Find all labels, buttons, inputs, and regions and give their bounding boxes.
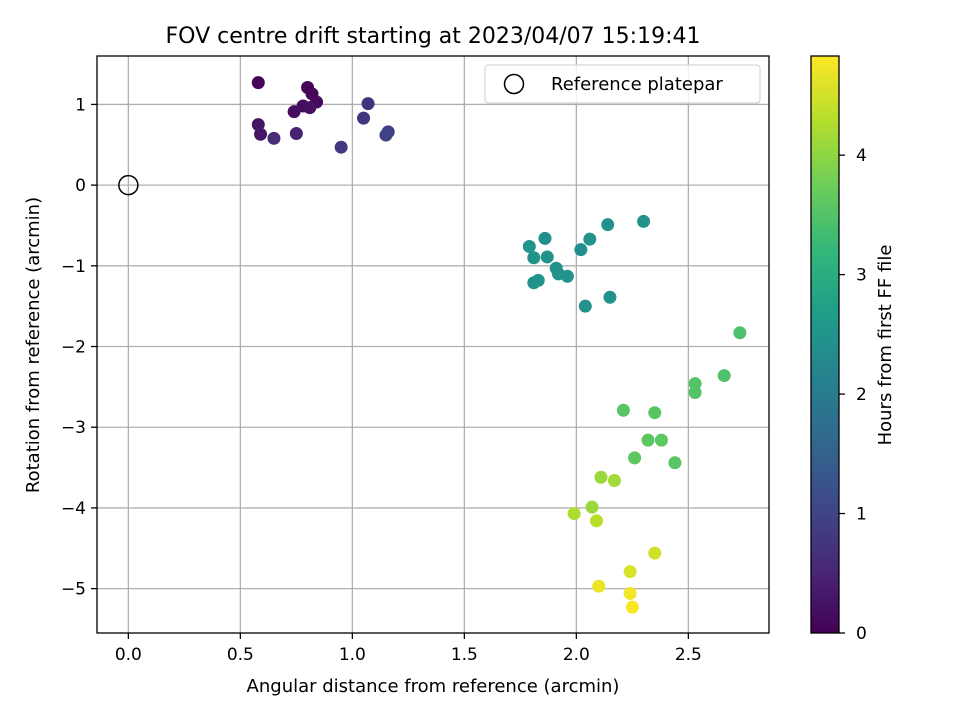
x-axis-label: Angular distance from reference (arcmin) [247, 676, 620, 697]
data-point [357, 111, 371, 125]
data-point [583, 232, 597, 246]
y-axis-ticks: 1 0 −1 −2 −3 −4 −5 [61, 95, 97, 600]
data-point [623, 586, 637, 600]
legend-marker-icon [503, 73, 525, 95]
data-point [603, 290, 617, 304]
x-tick-label: 0.0 [115, 645, 142, 665]
data-point [717, 369, 731, 383]
reference-point-marker [118, 174, 139, 196]
data-point [668, 456, 682, 470]
data-point [251, 76, 265, 90]
colorbar-tick-label: 2 [856, 385, 867, 405]
data-point [538, 231, 552, 245]
grid [97, 56, 769, 633]
data-point [574, 243, 588, 257]
data-point [334, 140, 348, 154]
x-tick-label: 1.0 [339, 645, 366, 665]
data-point [303, 101, 317, 115]
chart-title: FOV centre drift starting at 2023/04/07 … [166, 24, 701, 49]
data-point [540, 250, 554, 264]
colorbar-tick-label: 4 [856, 146, 867, 166]
y-axis-label: Rotation from reference (arcmin) [23, 197, 44, 493]
colorbar [810, 55, 840, 634]
data-point [594, 470, 608, 484]
data-point [641, 433, 655, 447]
data-point [601, 218, 615, 232]
data-point [648, 406, 662, 420]
data-point [637, 214, 651, 228]
data-point [654, 433, 668, 447]
data-point [379, 128, 393, 142]
x-tick-label: 1.5 [451, 645, 478, 665]
y-tick-label: −4 [61, 499, 86, 519]
colorbar-tick-label: 3 [856, 266, 867, 286]
colorbar-tick-label: 0 [856, 624, 867, 644]
legend: Reference platepar [484, 64, 761, 104]
x-axis-ticks: 0.0 0.5 1.0 1.5 2.0 2.5 [115, 633, 702, 665]
data-point [267, 131, 281, 145]
data-point [527, 251, 541, 265]
data-point [289, 126, 303, 140]
data-point [590, 514, 604, 528]
data-point [688, 386, 702, 400]
data-point [361, 97, 375, 111]
colorbar-tick-label: 1 [856, 505, 867, 525]
data-point [733, 326, 747, 340]
colorbar-label: Hours from first FF file [875, 245, 896, 446]
plot-frame [96, 55, 770, 634]
data-point [623, 565, 637, 579]
y-tick-label: −1 [61, 257, 86, 277]
data-points [251, 76, 747, 614]
data-point [616, 403, 630, 417]
data-point [522, 239, 536, 253]
y-tick-label: −3 [61, 418, 86, 438]
data-point [527, 276, 541, 290]
data-point [592, 579, 606, 593]
data-point [254, 127, 268, 141]
colorbar-ticks: 0 1 2 3 4 [839, 146, 867, 644]
legend-entry-reference: Reference platepar [551, 74, 723, 95]
data-point [578, 299, 592, 313]
data-point [287, 105, 301, 119]
data-point [628, 451, 642, 465]
data-point [607, 473, 621, 487]
data-point [585, 500, 599, 514]
y-tick-label: −2 [61, 338, 86, 358]
reference-marker [118, 174, 139, 196]
x-tick-label: 0.5 [227, 645, 254, 665]
data-point [567, 507, 581, 521]
legend-box [484, 64, 761, 104]
x-tick-label: 2.5 [675, 645, 702, 665]
data-point [648, 546, 662, 560]
y-tick-label: 1 [75, 95, 86, 115]
x-tick-label: 2.0 [563, 645, 590, 665]
y-tick-label: −5 [61, 580, 86, 600]
data-point [560, 269, 574, 283]
data-point [625, 600, 639, 614]
y-tick-label: 0 [75, 176, 86, 196]
data-point [251, 118, 265, 132]
